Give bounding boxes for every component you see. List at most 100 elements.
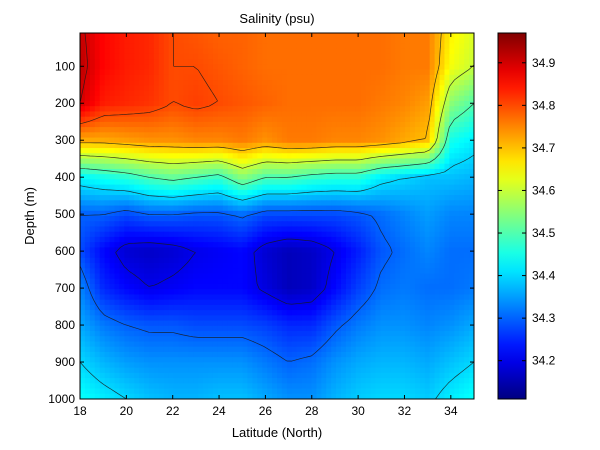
heatmap-cell [89, 95, 96, 102]
heatmap-cell [134, 226, 140, 233]
heatmap-cell [193, 200, 199, 207]
heatmap-cell [336, 106, 342, 113]
heatmap-cell [109, 346, 116, 353]
heatmap-cell [173, 111, 180, 118]
heatmap-cell [449, 168, 455, 175]
heatmap-cell [355, 236, 362, 243]
heatmap-cell [84, 158, 91, 165]
heatmap-cell [459, 174, 465, 180]
heatmap-cell [99, 158, 106, 165]
heatmap-cell [341, 304, 347, 311]
heatmap-cell [262, 210, 268, 217]
heatmap-cell [114, 189, 120, 196]
heatmap-cell [109, 33, 116, 39]
heatmap-cell [321, 48, 327, 55]
heatmap-cell [212, 153, 219, 160]
heatmap-cell [331, 116, 337, 123]
heatmap-cell [272, 252, 278, 259]
heatmap-cell [301, 336, 308, 343]
heatmap-cell [419, 351, 426, 358]
heatmap-cell [94, 33, 101, 39]
heatmap-cell [193, 121, 199, 128]
heatmap-cell [148, 210, 155, 217]
heatmap-cell [173, 310, 180, 316]
heatmap-cell [173, 226, 180, 233]
heatmap-cell [129, 111, 135, 118]
heatmap-cell [444, 346, 450, 353]
heatmap-cell [375, 310, 382, 316]
heatmap-cell [434, 80, 441, 86]
heatmap-cell [375, 43, 382, 50]
heatmap-cell [321, 294, 327, 301]
heatmap-cell [350, 95, 357, 102]
heatmap-cell [311, 53, 317, 60]
heatmap-cell [168, 341, 175, 348]
heatmap-cell [355, 289, 362, 296]
heatmap-cell [291, 127, 298, 133]
heatmap-cell [158, 153, 165, 160]
heatmap-cell [306, 116, 313, 123]
heatmap-cell [84, 174, 91, 180]
heatmap-cell [331, 38, 337, 45]
heatmap-cell [247, 315, 253, 322]
heatmap-cell [454, 148, 460, 154]
heatmap-cell [134, 278, 140, 285]
heatmap-cell [375, 179, 382, 186]
heatmap-cell [139, 153, 145, 160]
heatmap-cell [336, 184, 342, 191]
heatmap-cell [459, 69, 465, 76]
heatmap-cell [129, 336, 135, 343]
heatmap-cell [242, 48, 249, 55]
heatmap-cell [227, 121, 234, 128]
heatmap-cell [464, 195, 470, 201]
heatmap-cell [89, 69, 96, 76]
heatmap-cell [114, 106, 120, 113]
heatmap-cell [134, 111, 140, 118]
heatmap-cell [355, 80, 362, 86]
heatmap-cell [144, 357, 150, 363]
heatmap-cell [405, 148, 411, 154]
heatmap-cell [395, 33, 401, 39]
heatmap-cell [326, 331, 332, 337]
heatmap-cell [262, 43, 268, 50]
heatmap-cell [134, 195, 140, 201]
heatmap-cell [242, 242, 249, 248]
heatmap-cell [94, 85, 101, 92]
heatmap-cell [375, 294, 382, 301]
heatmap-cell [444, 189, 450, 196]
heatmap-cell [400, 289, 406, 296]
heatmap-cell [257, 283, 263, 290]
heatmap-cell [227, 351, 234, 358]
heatmap-cell [439, 341, 446, 348]
heatmap-cell [469, 189, 474, 196]
heatmap-cell [306, 226, 313, 233]
heatmap-cell [124, 320, 130, 327]
heatmap-cell [321, 158, 327, 165]
heatmap-cell [134, 43, 140, 50]
heatmap-cell [193, 268, 199, 275]
heatmap-cell [301, 278, 308, 285]
heatmap-cell [242, 153, 249, 160]
heatmap-cell [257, 179, 263, 186]
heatmap-cell [124, 252, 130, 259]
heatmap-cell [222, 121, 229, 128]
heatmap-cell [217, 205, 224, 212]
heatmap-cell [434, 100, 441, 107]
heatmap-cell [148, 200, 155, 207]
heatmap-cell [355, 74, 362, 81]
heatmap-cell [434, 331, 441, 337]
heatmap-cell [321, 278, 327, 285]
heatmap-cell [395, 158, 401, 165]
heatmap-cell [139, 59, 145, 65]
heatmap-cell [316, 210, 322, 217]
heatmap-cell [336, 247, 342, 254]
heatmap-cell [286, 252, 293, 259]
heatmap-cell [449, 341, 455, 348]
heatmap-cell [326, 69, 332, 76]
heatmap-cell [409, 210, 416, 217]
heatmap-cell [139, 331, 145, 337]
heatmap-cell [203, 90, 209, 97]
heatmap-cell [395, 111, 401, 118]
heatmap-cell [380, 273, 386, 280]
heatmap-cell [262, 132, 268, 139]
